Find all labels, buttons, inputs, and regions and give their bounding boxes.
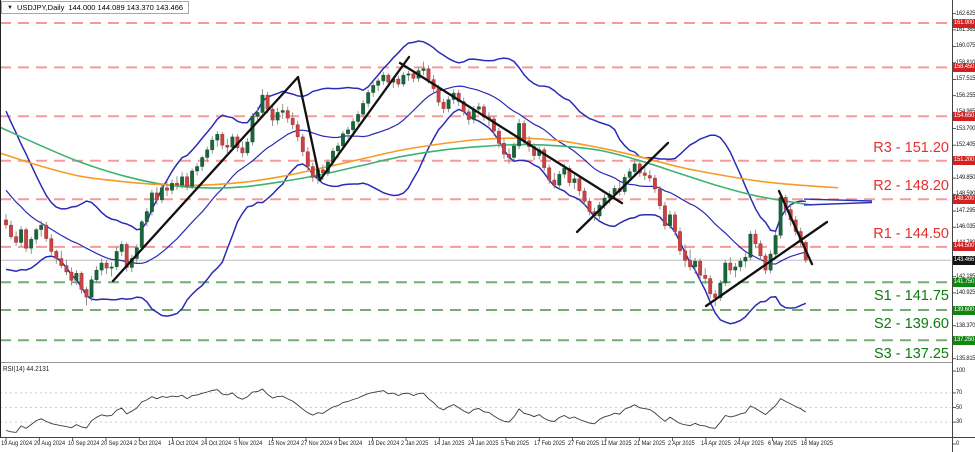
sr-level-label[interactable]: R3 - 151.20 (873, 139, 949, 156)
time-axis-label: 14 Jan 2025 (434, 440, 465, 447)
time-axis-label: 29 Aug 2024 (34, 440, 66, 447)
price-axis-label: 149.850 (956, 174, 975, 182)
price-axis-label: 140.925 (956, 288, 975, 296)
ma-green-line (0, 126, 813, 206)
time-axis-label: 15 Nov 2024 (267, 440, 299, 447)
trendline[interactable] (575, 141, 670, 234)
time-axis-label: 2 Jan 2025 (400, 440, 429, 447)
trendline[interactable] (777, 189, 814, 266)
time-axis-label: 2 Oct 2024 (134, 440, 162, 447)
price-axis-label: 146.035 (956, 223, 975, 231)
price-axis-label: 142.185 (956, 272, 975, 280)
resistance-price-badge: 154.650 (953, 111, 975, 121)
time-axis-label: 19 Aug 2024 (1, 440, 33, 447)
trendline[interactable] (398, 61, 624, 205)
symbol-period-label: USDJPY,Daily (16, 3, 65, 12)
sr-level-label[interactable]: S1 - 141.75 (874, 288, 949, 305)
rsi-scale-label: 0 (956, 440, 959, 447)
price-axis-label: 135.815 (956, 354, 975, 362)
rsi-scale-label: 100 (956, 367, 965, 374)
ma-orange-line (0, 137, 839, 189)
resistance-price-badge: 158.450 (953, 62, 975, 72)
sr-level-label[interactable]: R1 - 144.50 (873, 225, 949, 242)
time-axis-label: 27 Feb 2025 (567, 440, 599, 447)
time-axis-label: 16 May 2025 (800, 440, 833, 447)
rsi-scale-label: 50 (956, 403, 962, 411)
resistance-price-badge: 148.200 (953, 194, 975, 204)
price-axis-label: 157.515 (956, 75, 975, 83)
price-axis-label: 152.405 (956, 141, 975, 149)
time-axis-label: 17 Feb 2025 (534, 440, 566, 447)
bollinger-upper-band (5, 40, 806, 233)
sr-level-label[interactable]: R2 - 148.20 (873, 178, 949, 195)
trendline[interactable] (318, 55, 411, 182)
time-axis-label: 20 Sep 2024 (100, 440, 133, 447)
sr-level-label[interactable]: S3 - 137.25 (874, 346, 949, 363)
price-axis-label: 156.255 (956, 91, 975, 99)
time-axis-label: 14 Apr 2025 (700, 440, 731, 447)
ohlc-values: 144.000 144.089 143.370 143.466 (68, 3, 184, 12)
time-axis-label: 10 Sep 2024 (67, 440, 99, 447)
rsi-scale-label: 30 (956, 418, 962, 426)
time-axis-label: 9 Dec 2024 (334, 440, 363, 447)
time-axis-label: 24 Jan 2025 (467, 440, 499, 447)
price-axis-label: 160.075 (956, 42, 975, 50)
collapse-panel-icon[interactable]: ▼ (7, 4, 13, 11)
bollinger-middle-band (5, 85, 806, 265)
time-axis-label: 2 Apr 2025 (667, 440, 695, 447)
time-axis-label: 27 Nov 2024 (300, 440, 333, 447)
wedge-line[interactable] (803, 201, 873, 206)
candle-wicks (5, 61, 807, 307)
bollinger-lower-band (5, 108, 807, 325)
symbol-info-panel[interactable]: ▼ USDJPY,Daily 144.000 144.089 143.370 1… (1, 1, 190, 14)
resistance-price-badge: 144.500 (953, 242, 975, 252)
support-price-badge: 137.250 (953, 335, 975, 345)
bullish-candles (19, 68, 783, 298)
trendline[interactable] (111, 75, 300, 283)
price-axis-label: 158.810 (956, 59, 975, 67)
resistance-price-badge: 161.900 (953, 18, 975, 28)
time-axis-label: 6 May 2025 (767, 440, 797, 447)
support-price-badge: 141.750 (953, 277, 975, 287)
price-axis-label: 153.700 (956, 124, 975, 132)
resistance-price-badge: 151.200 (953, 156, 975, 166)
price-axis-label: 154.965 (956, 108, 975, 116)
time-axis-label: 5 Nov 2024 (234, 440, 263, 447)
rsi-indicator-label: RSI(14) 44.2131 (3, 366, 50, 373)
rsi-line (5, 388, 807, 433)
support-price-badge: 139.600 (953, 305, 975, 315)
wedge-line[interactable] (803, 198, 873, 202)
time-axis-label: 14 Oct 2024 (167, 440, 198, 447)
time-axis-label: 19 Dec 2024 (367, 440, 399, 447)
trendline[interactable] (296, 75, 322, 182)
time-axis-label: 24 Oct 2024 (200, 440, 232, 447)
time-axis-label: 5 Feb 2025 (500, 440, 529, 447)
price-axis-label: 162.625 (956, 9, 975, 17)
time-axis-label: 24 Apr 2025 (734, 440, 765, 447)
price-axis-label: 138.370 (956, 321, 975, 329)
price-axis-label: 148.590 (956, 190, 975, 198)
sr-level-label[interactable]: S2 - 139.60 (874, 316, 949, 332)
trendline[interactable] (704, 220, 829, 308)
time-axis-label: 11 Mar 2025 (600, 440, 632, 447)
current-price-badge: 143.466 (953, 255, 975, 265)
bearish-candles (4, 68, 808, 298)
rsi-scale-label: 70 (956, 388, 962, 396)
time-axis-label: 21 Mar 2025 (634, 440, 666, 447)
price-axis-label: 147.295 (956, 206, 975, 214)
price-axis-label: 161.365 (956, 25, 975, 33)
